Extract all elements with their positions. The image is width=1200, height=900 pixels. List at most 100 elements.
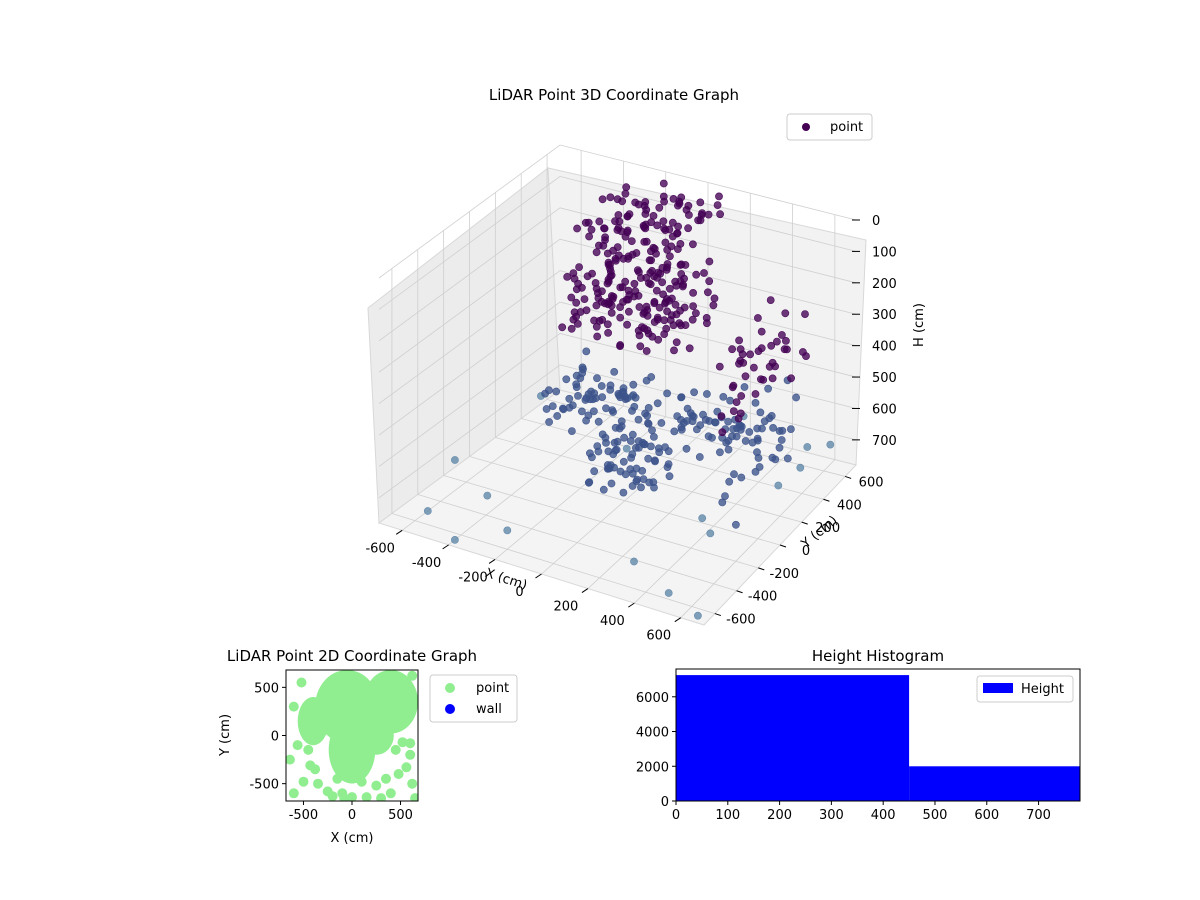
point-3d (450, 456, 459, 464)
legend-hist-label: Height (1021, 682, 1064, 697)
point-3d (636, 342, 645, 351)
point-3d (689, 288, 697, 297)
point-3d (653, 273, 661, 282)
point-3d (576, 308, 585, 316)
point-3d (598, 393, 607, 401)
point-3d (685, 344, 694, 353)
point-3d (619, 488, 628, 497)
point-3d (634, 200, 643, 209)
point-3d (685, 211, 693, 219)
point-3d (773, 337, 781, 346)
point-2d (332, 773, 343, 784)
point-3d (682, 444, 691, 453)
point-3d (792, 393, 800, 402)
point-3d (751, 398, 760, 407)
x-tick-label-hist: 0 (672, 808, 680, 823)
point-3d (668, 232, 677, 241)
point-3d (757, 327, 766, 336)
point-3d (666, 284, 674, 293)
point-3d (595, 316, 604, 325)
point-3d (700, 269, 708, 277)
point-3d (593, 374, 601, 383)
grid-3d-z-3 (378, 238, 857, 373)
y-tick-label-hist: 4000 (636, 726, 669, 741)
y-tick-label-2d: 0 (271, 730, 279, 745)
point-2d (339, 793, 350, 801)
axes-2d: -500 0 500 -500 0 500 (249, 681, 412, 823)
x-tick-label-3d: -200 (458, 570, 488, 585)
point-3d (669, 194, 678, 203)
z-tick-label-3d: 500 (872, 371, 897, 386)
point-3d (662, 265, 671, 274)
y-tick-3d (714, 613, 722, 617)
point-3d (753, 434, 762, 443)
chart-2d-title: LiDAR Point 2D Coordinate Graph (227, 647, 477, 665)
x-tick-3d (674, 617, 682, 623)
grid-3d-x-5 (634, 203, 793, 604)
point-3d (729, 381, 738, 390)
point-3d (716, 210, 724, 219)
point-3d (697, 210, 706, 219)
point-3d (653, 399, 662, 408)
y-tick-label-2d: 500 (254, 681, 279, 696)
point-2d (405, 738, 416, 749)
point-3d (826, 440, 835, 449)
point-3d (423, 507, 432, 515)
x-tick-label-2d: 0 (348, 808, 356, 823)
points-2d (286, 670, 418, 801)
point-3d (664, 589, 673, 597)
point-3d (705, 277, 714, 286)
point-3d (610, 438, 619, 447)
point-2d (298, 776, 309, 787)
point-3d (573, 319, 582, 328)
point-3d (690, 388, 698, 397)
point-3d (768, 374, 777, 383)
point-3d (616, 342, 624, 350)
y-axis-title-2d: Y (cm) (218, 714, 233, 757)
point-3d (483, 491, 492, 500)
point-3d (650, 297, 659, 306)
legend-2d-marker-wall (445, 704, 455, 714)
point-3d (641, 210, 650, 218)
point-3d (606, 264, 614, 273)
point-3d (729, 425, 737, 433)
point-3d (670, 346, 678, 355)
chart-3d-title: LiDAR Point 3D Coordinate Graph (489, 86, 739, 104)
point-3d (628, 406, 636, 415)
point-3d (674, 222, 682, 231)
point-3d (605, 299, 614, 307)
point-2d (296, 677, 307, 688)
point-3d (545, 418, 553, 426)
chart-3d: LiDAR Point 3D Coordinate Graph -600 -400… (365, 86, 927, 644)
grid-3d-x-6 (680, 214, 836, 618)
point-3d (569, 269, 578, 277)
point-3d (610, 367, 619, 376)
point-cloud-2d (358, 716, 394, 755)
grid-3d-y-5 (520, 173, 824, 500)
point-3d (572, 298, 581, 307)
point-3d (664, 460, 673, 468)
point-3d (641, 198, 650, 206)
point-3d (729, 407, 738, 415)
point-3d (606, 193, 615, 202)
point-3d (676, 261, 685, 269)
point-3d (603, 249, 612, 258)
point-3d (621, 232, 630, 241)
y-tick-3d (844, 475, 852, 479)
point-3d (666, 316, 675, 324)
point-3d (595, 217, 604, 226)
point-3d (613, 226, 622, 234)
point-3d (582, 416, 590, 425)
point-3d (634, 415, 643, 424)
point-3d (774, 481, 783, 490)
grid-3d-z-0 (378, 144, 857, 279)
point-3d (780, 345, 789, 354)
point-3d (741, 437, 750, 445)
point-3d (640, 324, 649, 333)
point-3d (659, 217, 668, 226)
point-3d (736, 345, 745, 354)
point-3d (643, 311, 652, 320)
point-3d (718, 498, 727, 507)
point-3d (665, 472, 674, 481)
point-3d (739, 358, 748, 367)
